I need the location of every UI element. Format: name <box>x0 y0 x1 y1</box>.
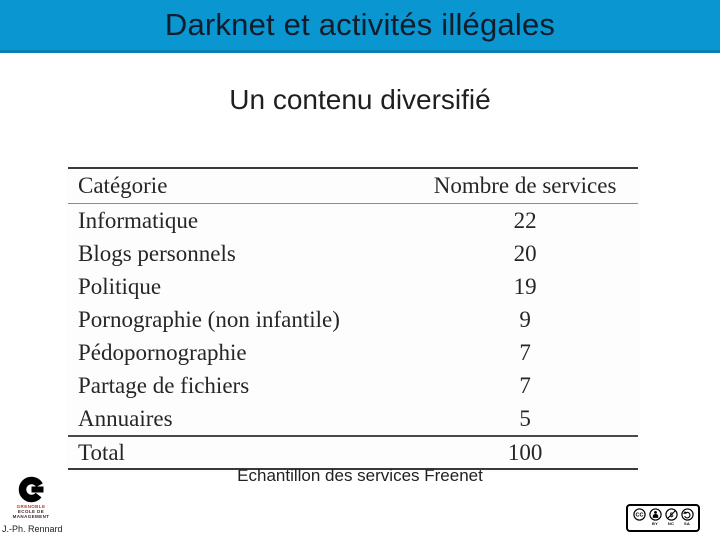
total-label-cell: Total <box>68 435 413 470</box>
category-cell: Politique <box>78 273 162 299</box>
cc-label: SA <box>684 521 690 526</box>
count-cell: 9 <box>519 306 531 332</box>
services-table: Catégorie Nombre de services Informatique… <box>68 167 638 470</box>
table-row: Blogs personnels 20 <box>68 237 638 270</box>
gem-logo: GRENOBLE ECOLE DE MANAGEMENT <box>8 476 54 519</box>
cc-icon: CC <box>632 508 646 521</box>
category-cell: Pornographie (non infantile) <box>78 306 340 332</box>
gem-logo-line: ECOLE DE <box>17 509 45 514</box>
slide-subtitle: Un contenu diversifié <box>229 84 491 115</box>
cc-sa-icon <box>680 508 694 521</box>
services-table-figure: Catégorie Nombre de services Informatique… <box>66 163 640 472</box>
cc-cell: CC <box>632 508 646 521</box>
svg-text:$: $ <box>669 512 673 519</box>
gem-g-icon <box>18 476 44 503</box>
cc-by-icon <box>648 508 662 521</box>
category-cell: Informatique <box>78 207 199 233</box>
column-header: Nombre de services <box>412 167 638 204</box>
table-row: Pédopornographie 7 <box>68 336 638 369</box>
category-cell: Blogs personnels <box>78 240 236 266</box>
table-row: Politique 19 <box>68 270 638 303</box>
slide-header: Darknet et activités illégales <box>0 0 720 53</box>
count-cell: 7 <box>519 339 531 365</box>
cc-label: NC <box>667 521 675 526</box>
svg-text:CC: CC <box>635 512 643 518</box>
count-cell: 5 <box>519 405 531 431</box>
footer-branding: GRENOBLE ECOLE DE MANAGEMENT J.-Ph. Renn… <box>2 476 82 534</box>
total-count-cell: 100 <box>412 435 638 470</box>
category-cell: Partage de fichiers <box>78 372 250 398</box>
gem-logo-line: MANAGEMENT <box>12 514 50 519</box>
table-header-row: Catégorie Nombre de services <box>68 167 638 204</box>
category-cell: Annuaires <box>78 405 173 431</box>
author-credit: J.-Ph. Rennard <box>2 524 63 534</box>
count-cell: 19 <box>513 273 537 299</box>
cc-license-badge[interactable]: CC BY $ NC SA <box>626 504 700 532</box>
cc-cell: $ NC <box>664 508 678 526</box>
cc-label: BY <box>652 521 658 526</box>
column-header: Catégorie <box>68 167 413 204</box>
table-row: Pornographie (non infantile) 9 <box>68 303 638 336</box>
cc-nc-icon: $ <box>664 508 678 521</box>
table-total-row: Total 100 <box>68 435 638 470</box>
table-row: Informatique 22 <box>68 204 638 238</box>
table-caption: Echantillon des services Freenet <box>237 466 483 485</box>
gem-logo-line: GRENOBLE <box>16 504 46 509</box>
table-row: Annuaires 5 <box>68 402 638 436</box>
gem-logo-wordmark: GRENOBLE ECOLE DE MANAGEMENT <box>8 504 54 519</box>
cc-cell: BY <box>648 508 662 526</box>
table-row: Partage de fichiers 7 <box>68 369 638 402</box>
slide-title: Darknet et activités illégales <box>164 7 556 42</box>
count-cell: 22 <box>513 207 537 233</box>
category-cell: Pédopornographie <box>78 339 247 365</box>
count-cell: 20 <box>513 240 537 266</box>
count-cell: 7 <box>519 372 531 398</box>
cc-cell: SA <box>680 508 694 526</box>
